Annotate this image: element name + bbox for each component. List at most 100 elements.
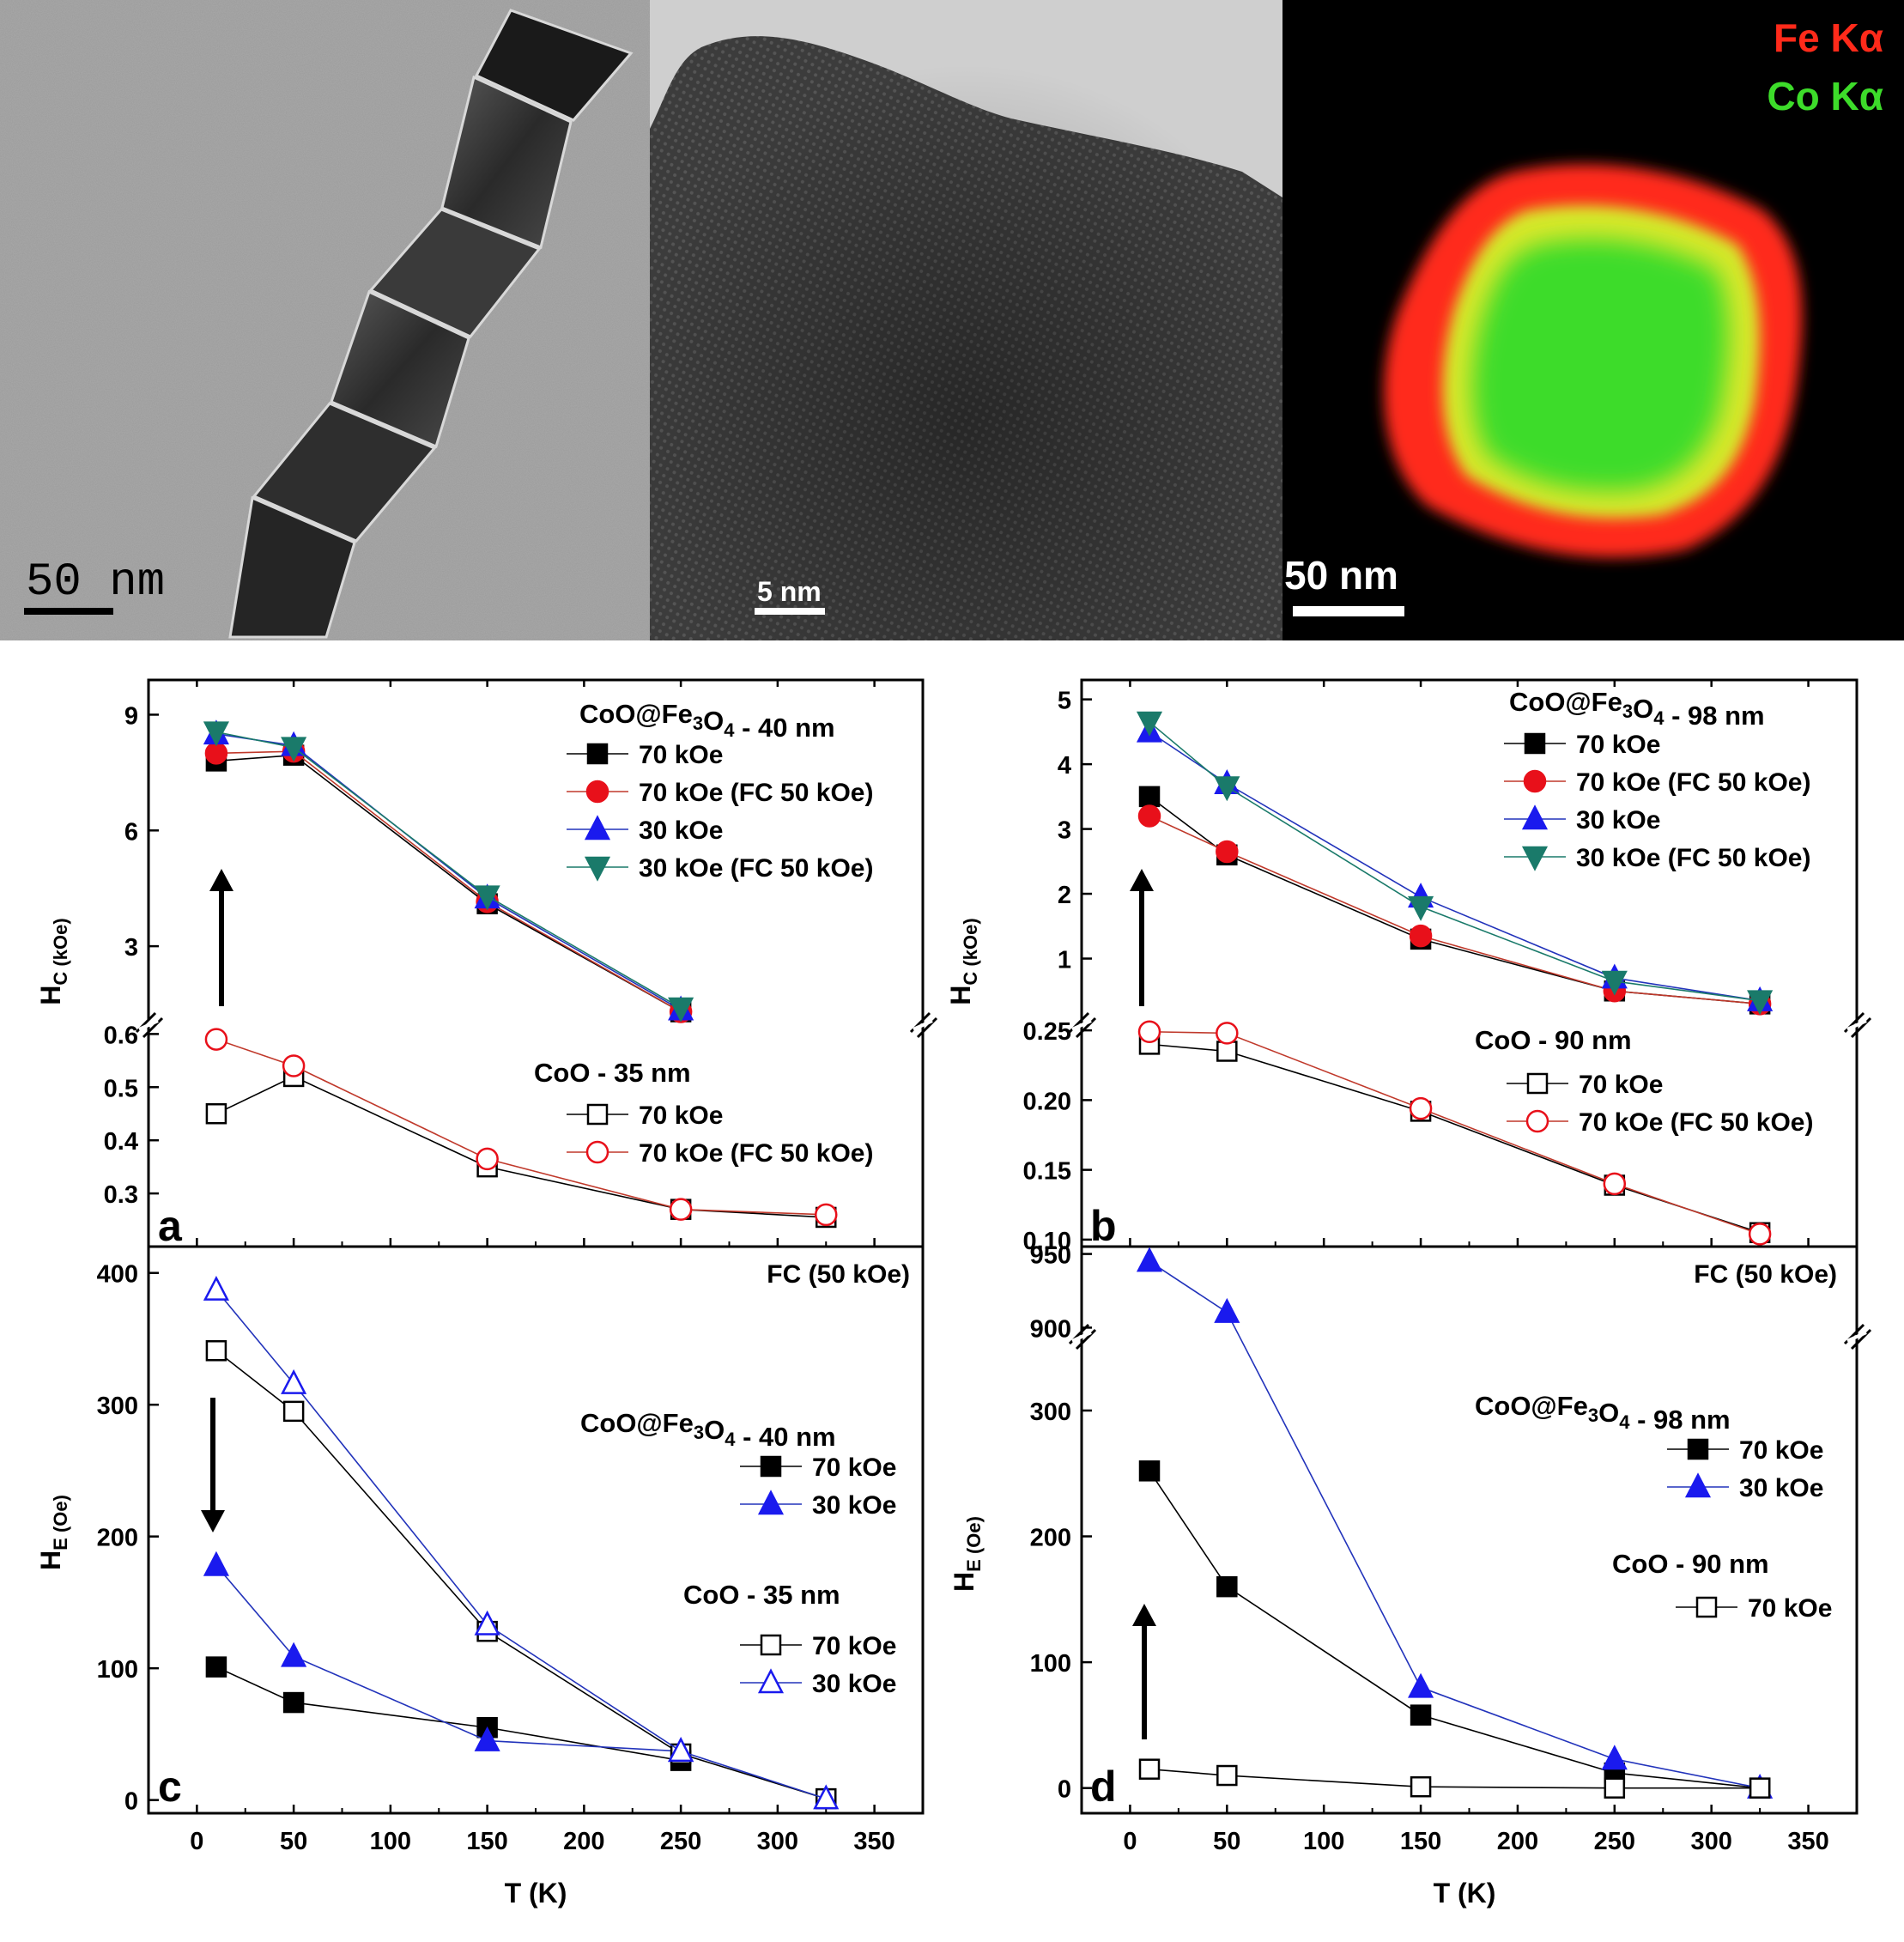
panel-b-break-right-gap: [1846, 1019, 1867, 1031]
panel-a-top-series-line-0: [215, 754, 682, 1013]
panel-c-xtick-label-1: 50: [280, 1828, 307, 1855]
panel-b-top-ytick-label-1: 2: [1058, 882, 1071, 909]
panel-d-xtick-label-7: 350: [1787, 1828, 1828, 1855]
panel-a-break-left-2: [142, 1017, 164, 1039]
panel-b-top-legend-marker-3: [1521, 846, 1549, 871]
panel-c-g1-point-0-1: [282, 1400, 305, 1423]
panel-a-top-legend-label-3: 30 kOe (FC 50 kOe): [639, 854, 873, 883]
panel-c-ytick-label-2: 200: [97, 1525, 138, 1552]
panel-a-top-legend-label-0: 70 kOe: [639, 741, 723, 769]
panel-d-g1-point-0-0: [1138, 1758, 1161, 1780]
panel-d-arrow-head: [1132, 1604, 1156, 1626]
panel-c-ylabel: HE (Oe): [35, 1495, 71, 1570]
panel-a-top-point-3-0: [203, 721, 229, 747]
panel-c-xtick-label-0: 0: [190, 1828, 203, 1855]
panel-c-g1-point-1-3: [668, 1737, 694, 1763]
panel-c-g0-legend-marker-1: [757, 1490, 785, 1515]
panel-d-xtick-label-3: 150: [1400, 1828, 1441, 1855]
panel-c-g1-point-1-4: [813, 1784, 840, 1810]
panel-c-g1-series-line-0: [215, 1350, 827, 1799]
panel-c-g0-legend-label-0: 70 kOe: [812, 1453, 896, 1482]
panel-d-lower-ytick-label-3: 300: [1030, 1399, 1071, 1426]
panel-d-lower-ytick-label-2: 200: [1030, 1525, 1071, 1552]
panel-c-g1-point-0-0: [205, 1340, 227, 1362]
panel-c-xtick-label-5: 250: [660, 1828, 701, 1855]
panel-a-bottom-series-line-1: [215, 1038, 827, 1216]
panel-c-letter: c: [158, 1763, 182, 1811]
panel-c-arrow-head: [201, 1510, 225, 1532]
panel-d-g1-point-0-1: [1216, 1764, 1238, 1787]
panel-d-upper-ytick-label-0: 900: [1030, 1315, 1071, 1343]
panel-c-g0-legend-label-1: 30 kOe: [812, 1491, 896, 1520]
panel-b-bottom-point-1-4: [1748, 1223, 1772, 1246]
panel-c-group0-label: CoO@Fe3O4 - 40 nm: [580, 1408, 836, 1452]
panel-b-top-legend-marker-1: [1523, 769, 1547, 793]
scale-bar-middle-label: 5 nm: [757, 576, 822, 607]
hrtem-svg: 5 nm: [650, 0, 1282, 640]
scale-bar-middle: [755, 608, 825, 615]
panel-b-bottom-legend-marker-0: [1526, 1072, 1549, 1095]
panel-b-top-ytick-label-3: 4: [1058, 752, 1071, 780]
panel-a-break-right-gap: [913, 1019, 933, 1031]
panel-d-g0-series-line-1: [1149, 1260, 1761, 1789]
panel-a-bottom-point-1-3: [669, 1198, 693, 1221]
panel-b-top-point-1-0: [1137, 804, 1161, 828]
panel-a-top-point-3-3: [668, 997, 694, 1023]
panel-a-top-point-3-2: [474, 885, 500, 911]
panel-b-top-point-0-0: [1138, 786, 1161, 808]
scale-bar-right: [1293, 606, 1404, 616]
panel-d-xlabel: T (K): [1434, 1878, 1496, 1909]
panel-b-bottom-legend-marker-1: [1525, 1109, 1549, 1133]
panel-a-bottom-legend-label-0: 70 kOe: [639, 1101, 723, 1130]
panel-c-xlabel: T (K): [505, 1878, 567, 1909]
panel-c-g1-point-1-2: [474, 1610, 500, 1636]
panel-b-arrow-head: [1130, 869, 1154, 891]
panel-d-annotation: FC (50 kOe): [1694, 1260, 1837, 1289]
panel-b-bottom-ytick-label-3: 0.25: [1023, 1018, 1071, 1046]
panel-d-g0-point-0-2: [1410, 1704, 1432, 1726]
panel-c-xtick-label-2: 100: [370, 1828, 411, 1855]
panel-a-top-ytick-label-1: 6: [124, 818, 138, 846]
panel-c-g1-legend-marker-0: [760, 1634, 782, 1656]
panel-b-top-point-3-1: [1214, 776, 1240, 802]
panel-b-break-right-2: [1850, 1017, 1872, 1039]
scale-bar-right-label: 50 nm: [1284, 553, 1398, 598]
panel-d-g0-legend-label-1: 30 kOe: [1739, 1474, 1823, 1502]
legend-fe: Fe Kα: [1774, 15, 1883, 60]
panel-c-ytick-label-0: 0: [124, 1788, 138, 1816]
panel-b-top-legend-label-1: 70 kOe (FC 50 kOe): [1576, 768, 1810, 797]
panel-d-break-right-2: [1850, 1328, 1872, 1350]
panel-a-bottom-group-label: CoO - 35 nm: [534, 1058, 691, 1088]
panel-c-g1-legend-label-1: 30 kOe: [812, 1670, 896, 1698]
panel-a-ylabel: HC (kOe): [35, 918, 71, 1004]
panel-c-g1-point-1-0: [203, 1275, 229, 1301]
panel-b-top-point-3-2: [1408, 895, 1434, 921]
panel-a-bottom-legend-marker-0: [586, 1103, 609, 1126]
panel-a-break-left-gap: [138, 1019, 159, 1031]
panel-b-bottom-point-0-1: [1216, 1041, 1238, 1062]
nanocube-chain: [228, 9, 634, 639]
panel-b-bottom-series-line-0: [1149, 1043, 1761, 1234]
panel-b-top-legend-label-0: 70 kOe: [1576, 731, 1660, 759]
panel-d-break-left-2: [1075, 1328, 1097, 1350]
panel-b-top-point-3-3: [1601, 970, 1628, 996]
panel-d-g0-legend-label-0: 70 kOe: [1739, 1436, 1823, 1465]
panel-b-top-point-1-1: [1216, 840, 1239, 864]
panel-a-top-legend-label-1: 70 kOe (FC 50 kOe): [639, 779, 873, 807]
panel-d-g0-point-1-3: [1601, 1745, 1628, 1770]
panel-a-bottom-point-1-2: [476, 1147, 499, 1171]
panel-d-g1-point-0-2: [1410, 1775, 1432, 1798]
panel-d-g0-point-0-1: [1216, 1575, 1238, 1598]
panel-b-bottom-point-1-2: [1409, 1096, 1433, 1120]
panel-a-arrow-head: [209, 869, 233, 891]
panel-a-break-right-2: [916, 1017, 938, 1039]
panel-d-upper-ytick-label-1: 950: [1030, 1242, 1071, 1270]
panel-d-g0-point-1-1: [1214, 1297, 1240, 1323]
panel-a-top-point-3-1: [281, 737, 307, 762]
panel-b-top-legend-label-3: 30 kOe (FC 50 kOe): [1576, 844, 1810, 872]
panel-c-annotation: FC (50 kOe): [767, 1260, 910, 1289]
panel-b-bottom-ytick-label-2: 0.20: [1023, 1088, 1071, 1115]
panel-d-group0-label: CoO@Fe3O4 - 98 nm: [1475, 1391, 1731, 1435]
panel-c-g1-series-line-1: [215, 1290, 827, 1799]
